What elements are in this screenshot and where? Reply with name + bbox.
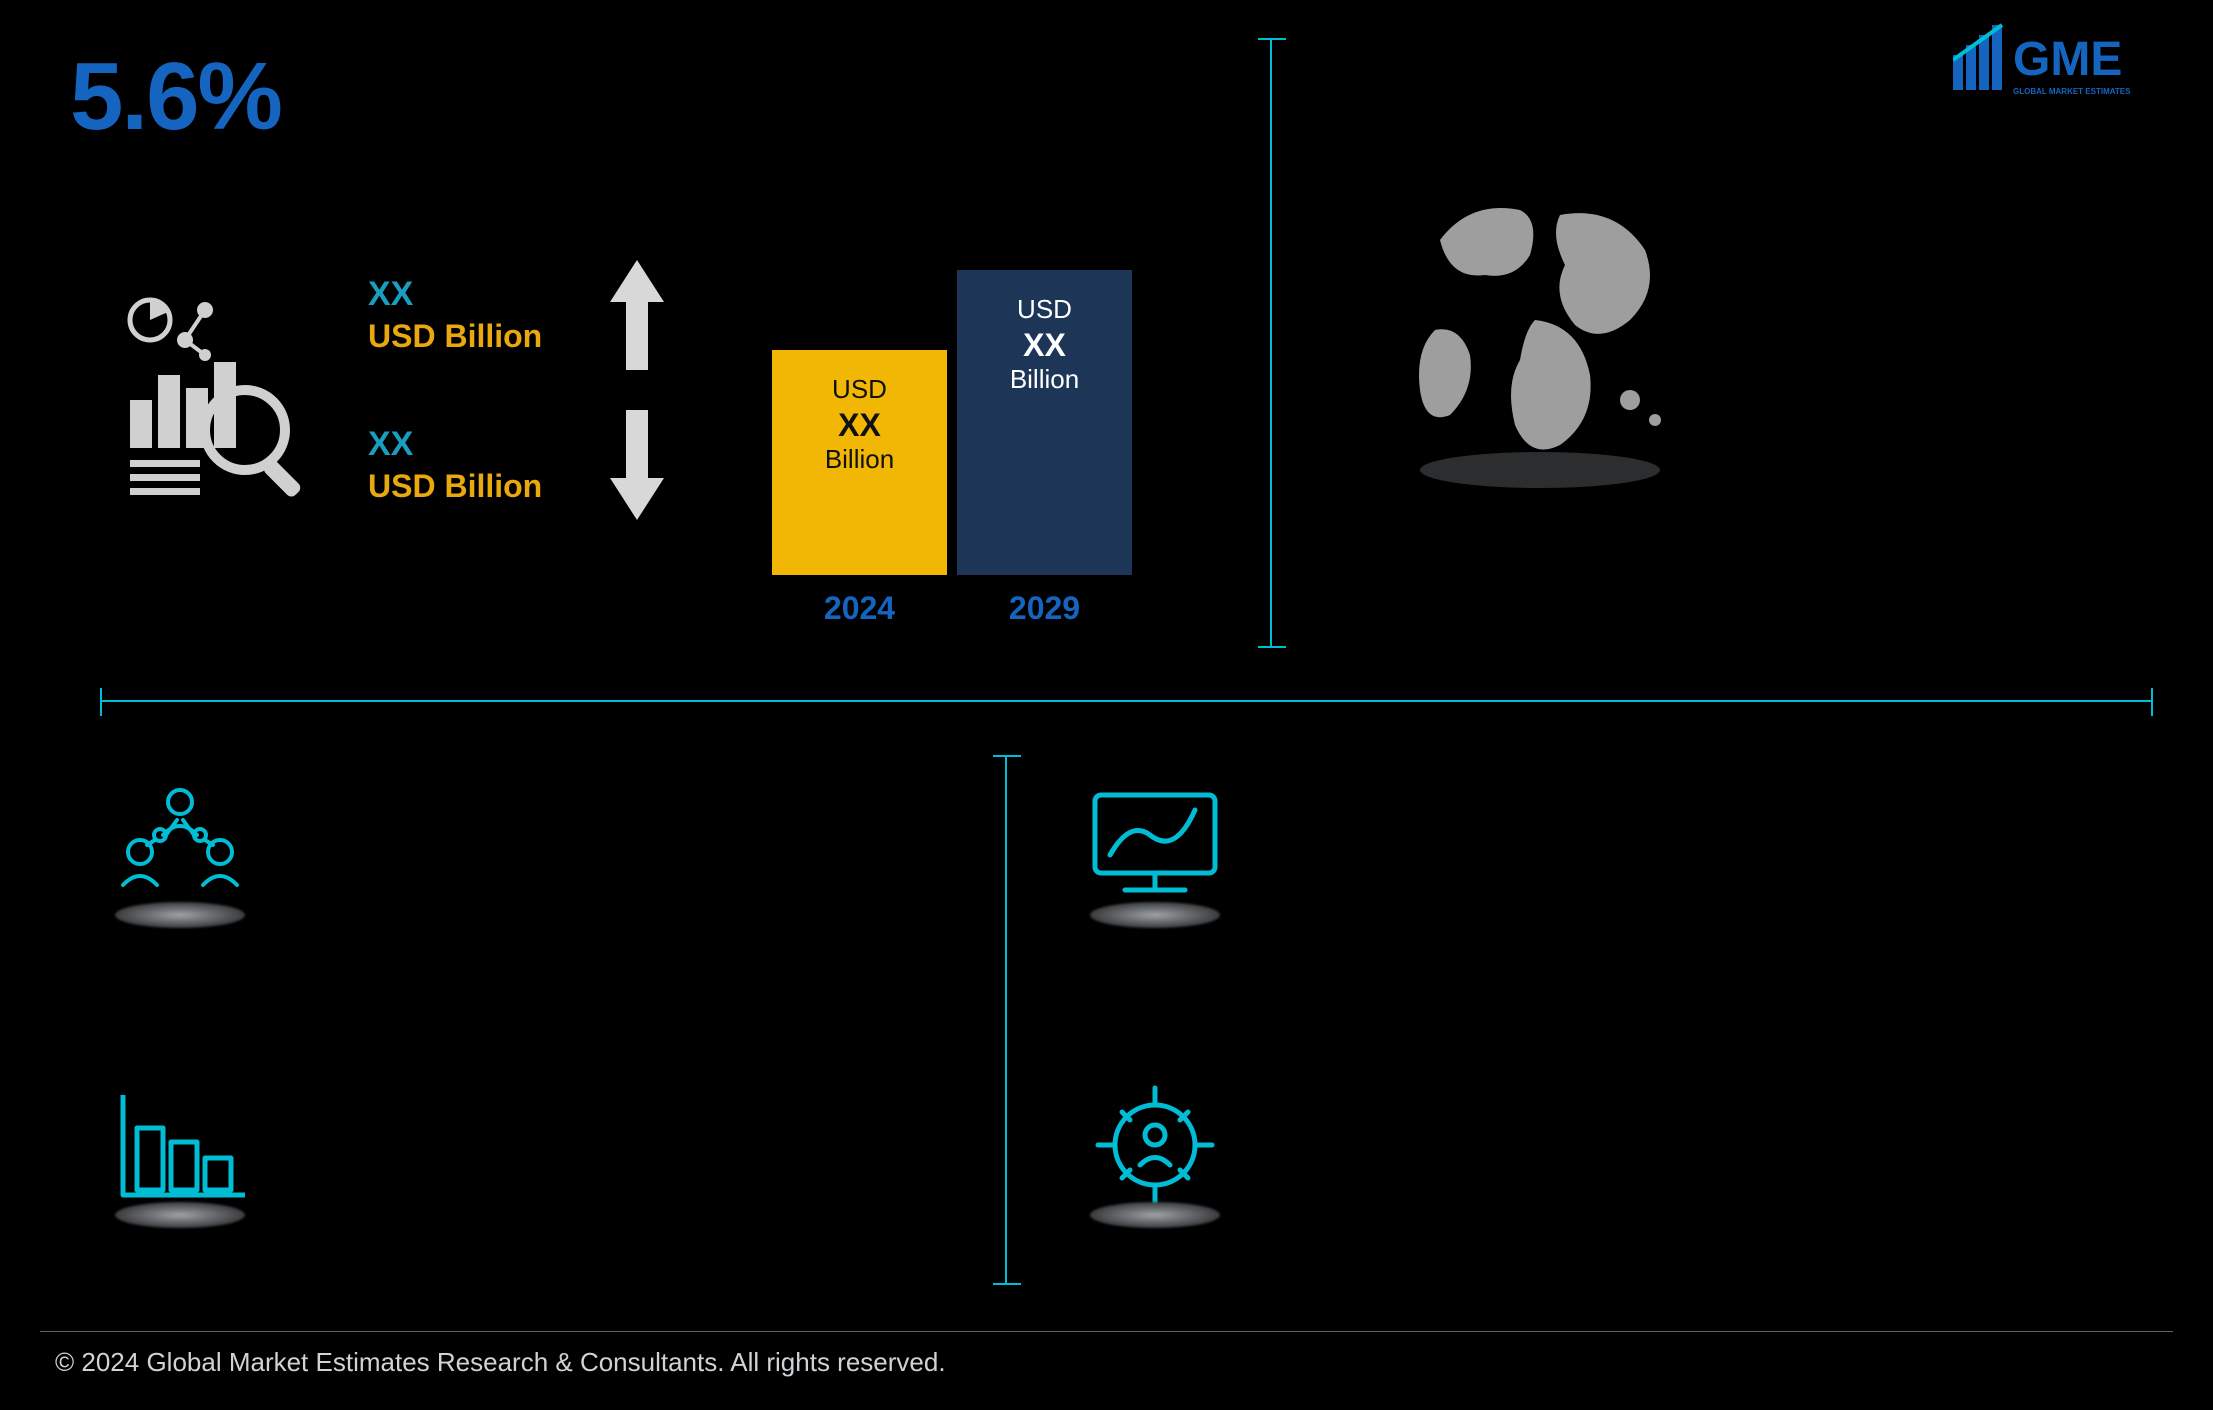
gme-logo: GME GLOBAL MARKET ESTIMATES (1953, 20, 2173, 110)
bar2-xx: XX (957, 327, 1132, 364)
market-high-block: XX USD Billion (368, 275, 618, 355)
bar-label-2024: 2024 (772, 590, 947, 627)
cagr-value: 5.6% (70, 42, 281, 152)
arrow-up-icon (610, 260, 664, 370)
logo-subtitle: GLOBAL MARKET ESTIMATES (2013, 87, 2131, 96)
key-players-icon (105, 770, 255, 920)
bar1-bill: Billion (772, 444, 947, 475)
high-xx: XX (368, 275, 618, 314)
low-usd: USD Billion (368, 468, 618, 505)
low-xx: XX (368, 425, 618, 464)
arrow-down-icon (610, 410, 664, 520)
market-size-barchart: USD XX Billion USD XX Billion 2024 2029 (772, 255, 1152, 635)
high-usd: USD Billion (368, 318, 618, 355)
vertical-divider-top (1270, 38, 1272, 648)
bar-label-2029: 2029 (957, 590, 1132, 627)
globe-icon (1380, 170, 1700, 490)
key-restraint-icon (1080, 1070, 1230, 1220)
analytics-icon (110, 290, 310, 500)
bar1-xx: XX (772, 407, 947, 444)
dominant-segment-icon (105, 1070, 255, 1220)
bar2-usd: USD (957, 294, 1132, 325)
bar-2029: USD XX Billion (957, 270, 1132, 575)
bar1-usd: USD (772, 374, 947, 405)
bar-2024: USD XX Billion (772, 350, 947, 575)
market-low-block: XX USD Billion (368, 425, 618, 505)
vertical-divider-bottom (1005, 755, 1007, 1285)
bar2-bill: Billion (957, 364, 1132, 395)
horizontal-divider (100, 700, 2153, 702)
copyright-text: © 2024 Global Market Estimates Research … (55, 1347, 946, 1378)
logo-text: GME (2013, 33, 2122, 86)
key-driver-icon (1080, 770, 1230, 920)
footer-divider (40, 1331, 2173, 1332)
